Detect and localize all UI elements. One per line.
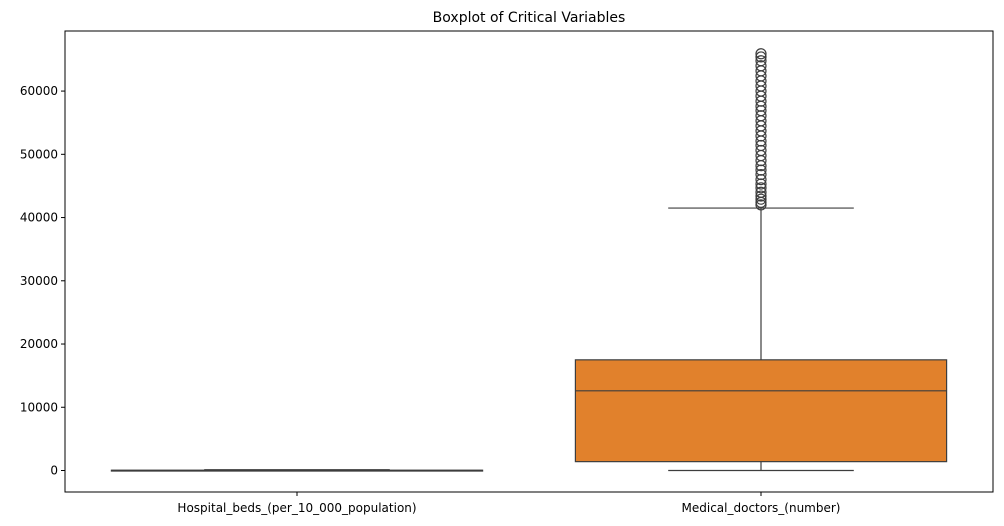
box-1	[574, 359, 948, 463]
y-tick-label: 60000	[20, 84, 58, 98]
x-tick-label: Hospital_beds_(per_10_000_population)	[177, 501, 416, 515]
outlier-point	[755, 55, 767, 67]
outlier-point	[755, 60, 767, 72]
y-tick-label: 10000	[20, 400, 58, 414]
chart-title: Boxplot of Critical Variables	[433, 10, 626, 26]
y-tick-label: 20000	[20, 337, 58, 351]
y-tick-label: 30000	[20, 274, 58, 288]
plot-frame	[64, 30, 994, 493]
plot-area	[110, 48, 948, 472]
y-axis: 0 10000 20000 30000 40000 50000 60000	[20, 84, 65, 477]
outlier-point	[755, 48, 767, 60]
y-tick-label: 50000	[20, 147, 58, 161]
outlier-point	[755, 199, 767, 211]
outlier-point	[755, 182, 767, 194]
x-axis: Hospital_beds_(per_10_000_population) Med…	[177, 492, 840, 515]
x-tick-label: Medical_doctors_(number)	[682, 501, 841, 515]
outlier-point	[755, 168, 767, 181]
y-tick-label: 40000	[20, 211, 58, 225]
outlier-point	[755, 51, 767, 63]
outlier-point	[755, 193, 767, 205]
outlier-point	[755, 190, 767, 202]
y-tick-label: 0	[50, 463, 58, 477]
outlier-point	[755, 186, 767, 198]
